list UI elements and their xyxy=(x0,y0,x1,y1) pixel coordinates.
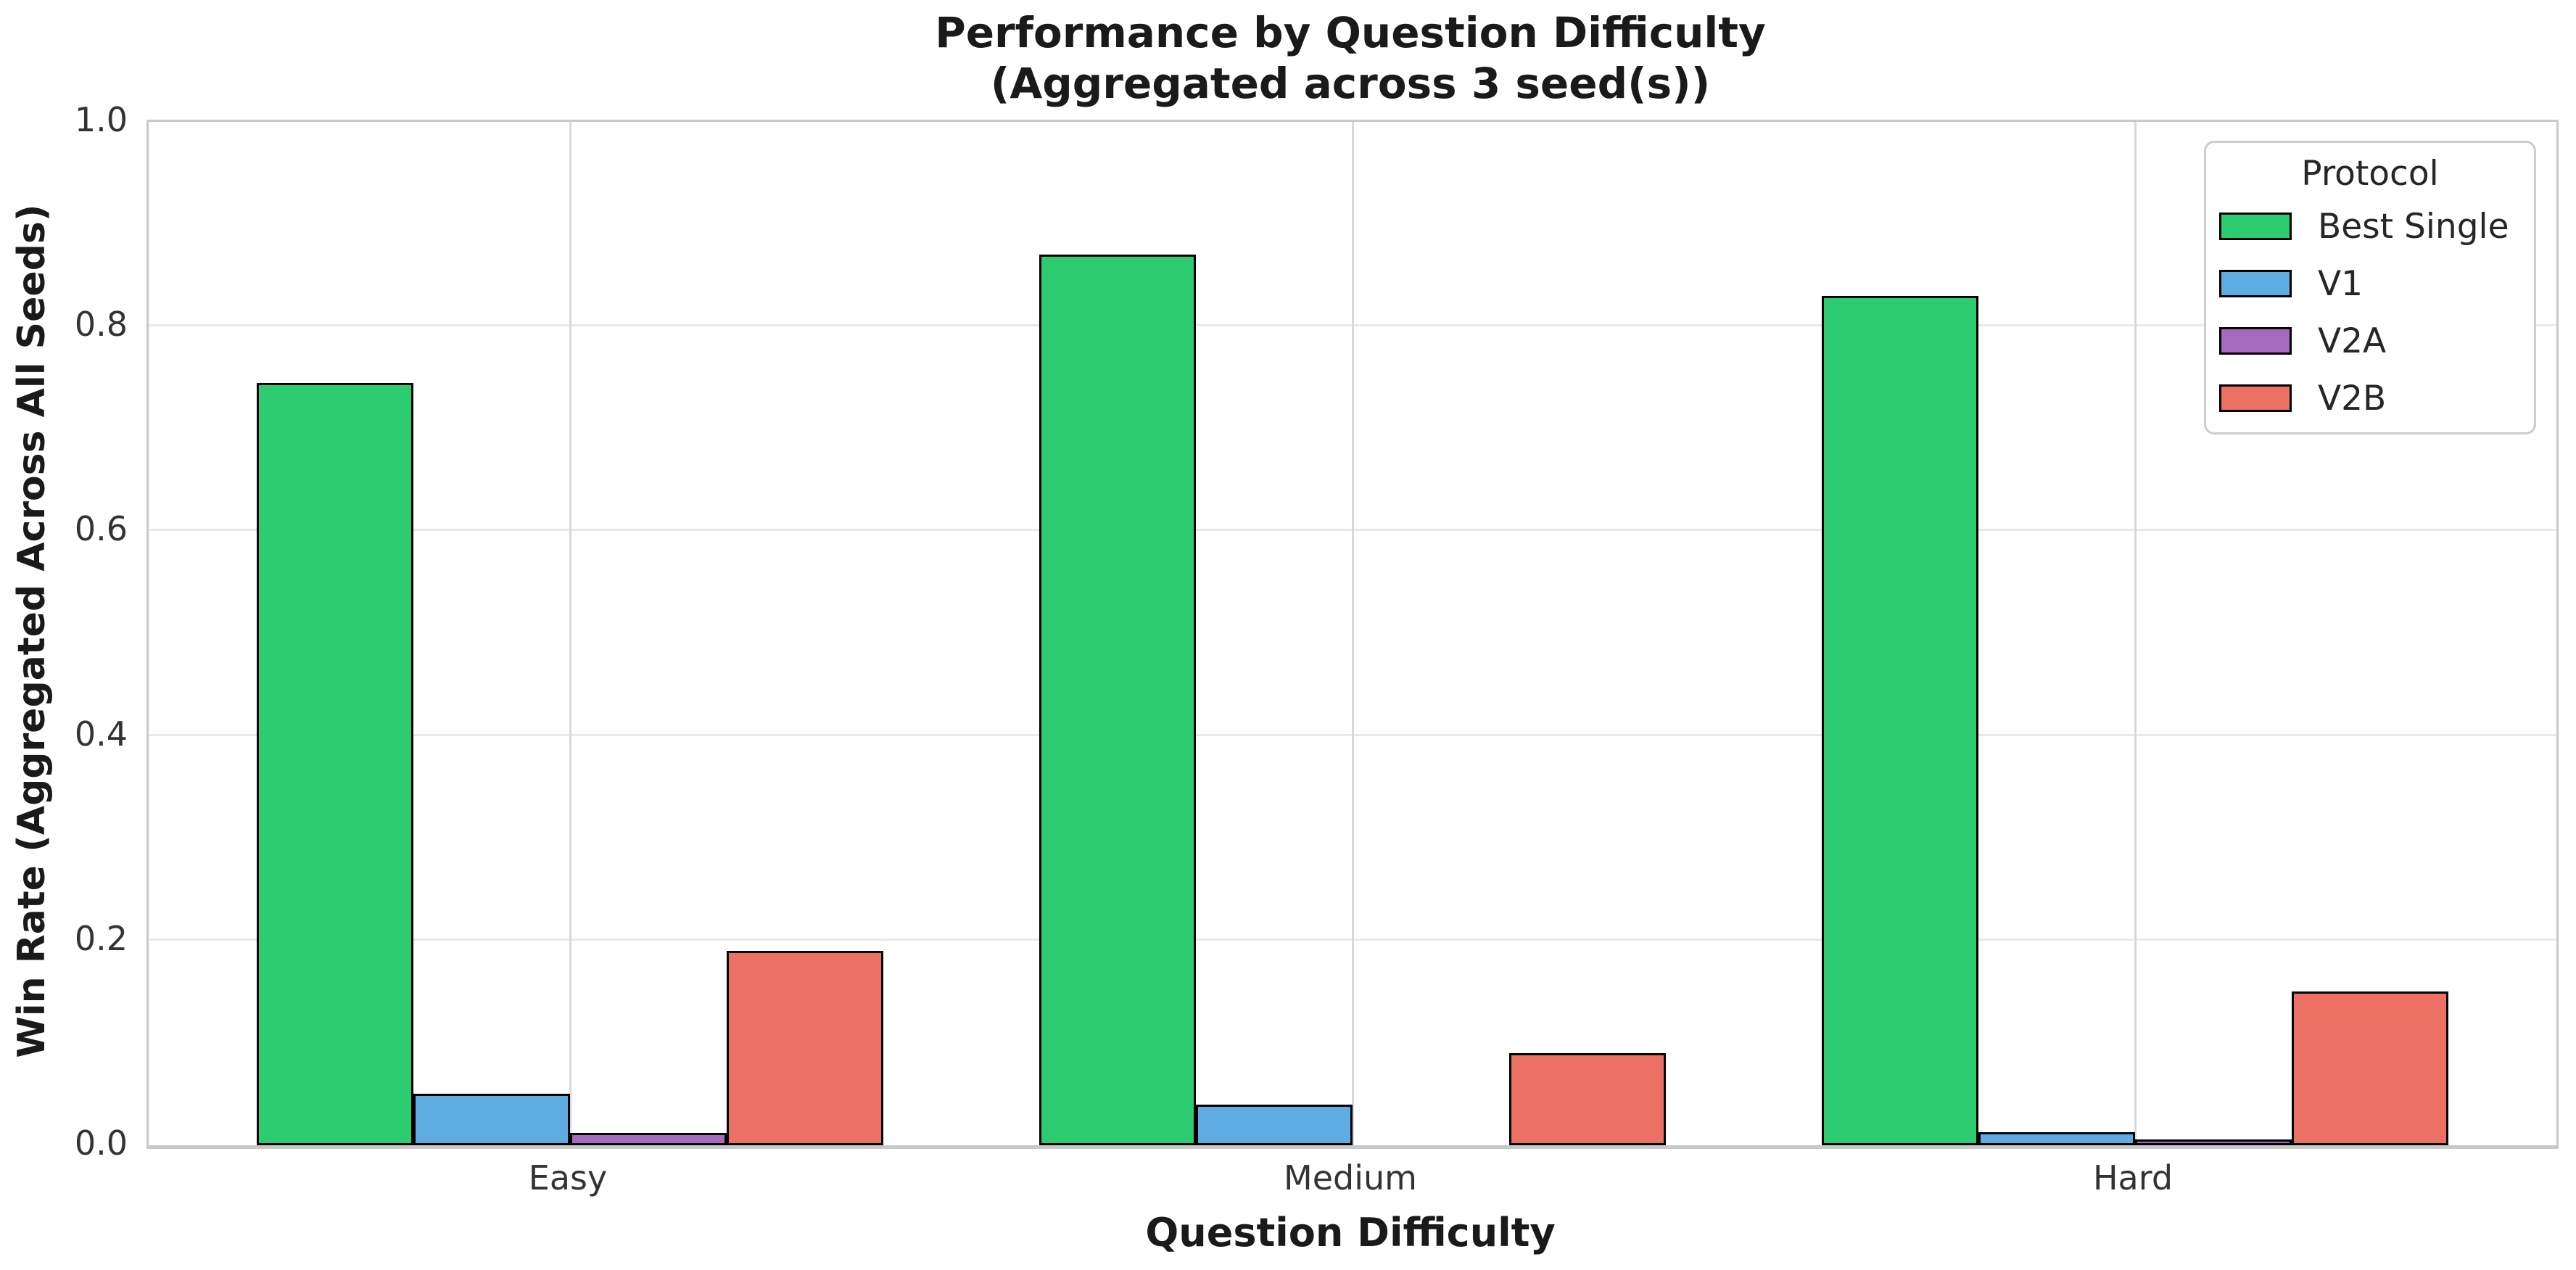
legend-entries: Best Single V1 V2A V2B xyxy=(2219,204,2521,421)
legend-swatch xyxy=(2219,327,2292,355)
bar-v2a-easy xyxy=(570,1133,727,1145)
bar-best-single-hard xyxy=(1822,296,1978,1145)
legend-label: Best Single xyxy=(2318,206,2509,247)
y-tick-label: 0.8 xyxy=(74,305,128,344)
legend-title: Protocol xyxy=(2301,154,2439,194)
legend-entry-v1: V1 xyxy=(2219,261,2521,306)
legend-label: V1 xyxy=(2318,263,2364,304)
bar-v2b-medium xyxy=(1509,1053,1666,1145)
x-axis-label: Question Difficulty xyxy=(1145,1210,1556,1255)
vertical-gridline xyxy=(569,122,571,1145)
bar-v1-easy xyxy=(413,1094,570,1145)
y-tick-label: 0.4 xyxy=(74,714,128,754)
bar-best-single-easy xyxy=(257,383,413,1145)
legend-label: V2B xyxy=(2318,378,2387,418)
vertical-gridline xyxy=(1352,122,1354,1145)
y-tick-label: 1.0 xyxy=(74,100,128,139)
plot-area xyxy=(146,120,2559,1149)
legend-swatch xyxy=(2219,384,2292,412)
legend-swatch xyxy=(2219,213,2292,240)
chart-title-line2: (Aggregated across 3 seed(s)) xyxy=(990,59,1711,108)
bar-v1-hard xyxy=(1978,1132,2135,1145)
legend-entry-best-single: Best Single xyxy=(2219,204,2521,249)
y-tick-label: 0.2 xyxy=(74,919,128,958)
x-tick-label-easy: Easy xyxy=(528,1158,608,1197)
y-tick-label: 0.6 xyxy=(74,509,128,548)
bar-best-single-medium xyxy=(1039,255,1196,1145)
x-tick-label-hard: Hard xyxy=(2092,1158,2174,1197)
bar-v2b-easy xyxy=(727,951,883,1145)
bar-v2a-hard xyxy=(2135,1139,2292,1145)
chart-title-line1: Performance by Question Difficulty xyxy=(935,8,1766,57)
bar-v2b-hard xyxy=(2292,991,2448,1145)
chart-title: Performance by Question Difficulty (Aggr… xyxy=(146,7,2554,109)
legend-entry-v2a: V2A xyxy=(2219,318,2521,363)
legend-label: V2A xyxy=(2318,321,2387,361)
legend-swatch xyxy=(2219,270,2292,297)
y-tick-label: 0.0 xyxy=(74,1123,128,1163)
x-tick-label-medium: Medium xyxy=(1284,1158,1417,1197)
legend-entry-v2b: V2B xyxy=(2219,376,2521,421)
bar-v1-medium xyxy=(1196,1105,1353,1145)
legend: Protocol Best Single V1 V2A V2B xyxy=(2204,141,2536,434)
vertical-gridline xyxy=(2134,122,2137,1145)
